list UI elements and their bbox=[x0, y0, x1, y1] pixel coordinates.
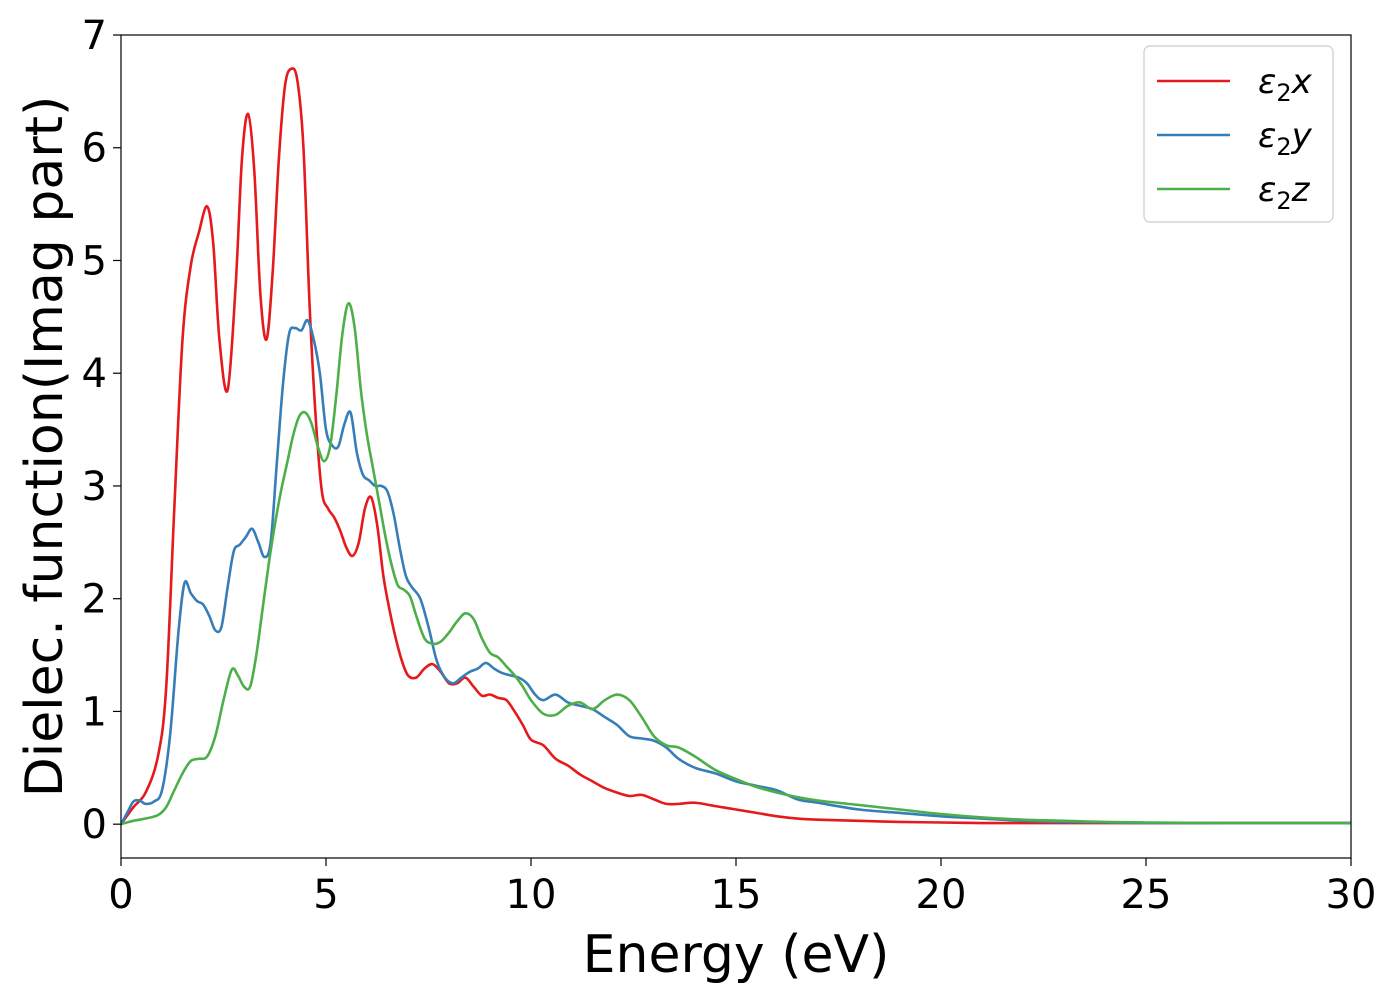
x-axis-label: Energy (eV) bbox=[583, 925, 890, 985]
legend-symbol: ε bbox=[1258, 116, 1276, 156]
legend-component: y bbox=[1291, 116, 1313, 156]
y-tick-label: 5 bbox=[82, 238, 107, 284]
x-tick-label: 20 bbox=[916, 872, 967, 918]
legend-component: z bbox=[1291, 170, 1311, 210]
y-tick-label: 7 bbox=[82, 13, 107, 59]
legend-component: x bbox=[1291, 62, 1313, 102]
legend-symbol: ε bbox=[1258, 62, 1276, 102]
x-tick-label: 0 bbox=[108, 872, 133, 918]
y-axis: 0 1 2 3 4 5 6 7 bbox=[82, 13, 121, 848]
y-tick-label: 3 bbox=[82, 464, 107, 510]
x-tick-label: 25 bbox=[1121, 872, 1172, 918]
legend-label-x: ε2x bbox=[1258, 62, 1313, 107]
legend-symbol: ε bbox=[1258, 170, 1276, 210]
x-tick-label: 10 bbox=[506, 872, 557, 918]
series-layer bbox=[121, 67, 1351, 826]
series-line-z bbox=[121, 302, 1351, 826]
legend-label-y: ε2y bbox=[1258, 116, 1313, 161]
x-axis: 0 5 10 15 20 25 30 bbox=[108, 858, 1376, 918]
series-line-x bbox=[121, 67, 1351, 825]
legend-subscript: 2 bbox=[1276, 79, 1291, 107]
legend-label-z: ε2z bbox=[1258, 170, 1311, 215]
y-tick-label: 0 bbox=[82, 802, 107, 848]
y-tick-label: 1 bbox=[82, 689, 107, 735]
y-axis-label: Dielec. function(Imag part) bbox=[15, 96, 75, 798]
x-tick-label: 15 bbox=[711, 872, 762, 918]
x-tick-label: 30 bbox=[1326, 872, 1377, 918]
legend-subscript: 2 bbox=[1276, 187, 1291, 215]
series-line-y bbox=[121, 318, 1351, 825]
x-tick-label: 5 bbox=[313, 872, 338, 918]
legend-subscript: 2 bbox=[1276, 133, 1291, 161]
legend-box bbox=[1143, 45, 1334, 223]
y-tick-label: 2 bbox=[82, 577, 107, 623]
y-tick-label: 4 bbox=[82, 351, 107, 397]
y-tick-label: 6 bbox=[82, 126, 107, 172]
